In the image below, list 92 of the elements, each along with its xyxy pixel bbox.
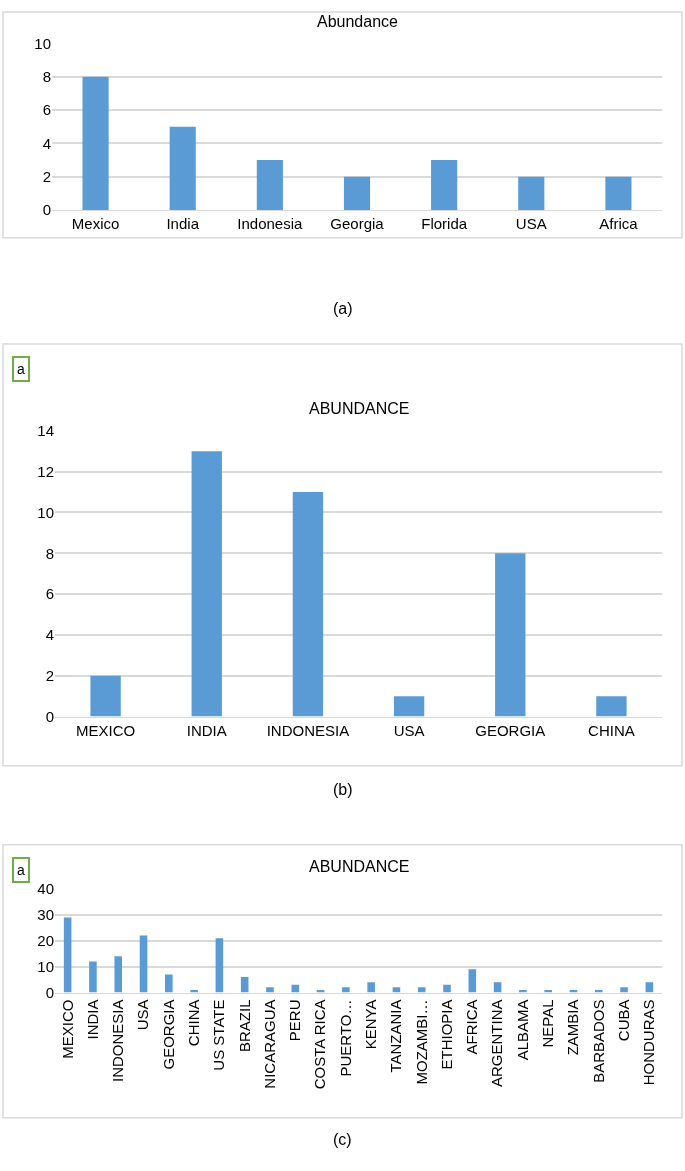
text: a bbox=[17, 862, 25, 878]
y-tick-label: 10 bbox=[34, 34, 51, 52]
bar bbox=[292, 492, 324, 717]
text: a bbox=[17, 361, 25, 377]
bar bbox=[89, 961, 97, 993]
x-tick-label: Florida bbox=[421, 215, 468, 233]
x-tick-label: AFRICA bbox=[463, 999, 481, 1055]
bar bbox=[495, 553, 526, 717]
bar bbox=[605, 176, 632, 211]
y-tick-label: 6 bbox=[42, 101, 51, 119]
x-tick-label: INDIA bbox=[186, 721, 227, 739]
y-tick-label: 14 bbox=[37, 422, 54, 440]
bar bbox=[165, 974, 173, 993]
x-tick-label: INDONESIA bbox=[109, 999, 127, 1083]
bar bbox=[343, 176, 371, 211]
x-tick-label: US STATE bbox=[210, 999, 228, 1071]
x-tick-label: ETHIOPIA bbox=[437, 999, 455, 1070]
bar bbox=[256, 160, 283, 211]
x-tick-label: NEPAL bbox=[539, 999, 557, 1048]
x-tick-label: CUBA bbox=[614, 999, 632, 1042]
x-tick-label: KENYA bbox=[362, 999, 380, 1050]
x-tick-label: Indonesia bbox=[237, 215, 304, 233]
bar bbox=[468, 969, 477, 993]
bar bbox=[169, 126, 196, 211]
bar bbox=[392, 987, 401, 993]
x-tick-label: MEXICO bbox=[58, 999, 76, 1059]
y-tick-label: 10 bbox=[37, 957, 54, 975]
y-tick-label: 4 bbox=[45, 626, 54, 644]
x-tick-label: BRAZIL bbox=[235, 999, 253, 1053]
x-tick-label: GEORGIA bbox=[159, 999, 177, 1070]
y-tick-label: 2 bbox=[45, 667, 54, 684]
x-tick-label: India bbox=[166, 215, 200, 233]
bar bbox=[443, 984, 451, 993]
bar bbox=[367, 982, 375, 993]
bar bbox=[342, 987, 350, 993]
x-tick-label: ARGENTINA bbox=[488, 999, 506, 1088]
bar bbox=[431, 160, 458, 211]
y-tick-label: 2 bbox=[42, 167, 51, 185]
x-tick-label: HONDURAS bbox=[640, 999, 658, 1086]
y-tick-label: 30 bbox=[37, 906, 54, 924]
x-tick-label: NICARAGUA bbox=[260, 999, 278, 1089]
bar bbox=[215, 938, 224, 993]
bar bbox=[417, 987, 426, 993]
x-tick-label: Georgia bbox=[330, 215, 385, 233]
x-tick-label: USA bbox=[393, 721, 425, 739]
x-tick-label: PERU bbox=[286, 999, 304, 1042]
x-tick-label: MEXICO bbox=[75, 721, 136, 739]
y-tick-label: 40 bbox=[37, 880, 54, 898]
text: (a) bbox=[333, 300, 353, 317]
x-tick-label: CHINA bbox=[184, 999, 202, 1047]
x-tick-label: GEORGIA bbox=[475, 721, 546, 739]
bar bbox=[393, 696, 425, 717]
bar bbox=[620, 987, 628, 993]
x-tick-label: INDONESIA bbox=[266, 721, 350, 739]
x-tick-label: USA bbox=[515, 215, 547, 233]
x-tick-label: PUERTO… bbox=[336, 999, 354, 1077]
y-tick-label: 0 bbox=[45, 707, 54, 725]
x-tick-label: ALBAMA bbox=[513, 999, 531, 1061]
bar bbox=[291, 984, 300, 993]
bar bbox=[266, 987, 274, 993]
x-tick-label: Mexico bbox=[71, 215, 120, 233]
y-tick-label: 10 bbox=[37, 503, 54, 521]
bar bbox=[82, 76, 109, 211]
bar bbox=[114, 956, 123, 993]
chart-title: ABUNDANCE bbox=[309, 400, 410, 417]
bar bbox=[139, 935, 148, 993]
x-tick-label: USA bbox=[134, 999, 152, 1031]
y-tick-label: 8 bbox=[45, 544, 54, 562]
text: (c) bbox=[333, 1131, 352, 1148]
x-tick-label: COSTA RICA bbox=[311, 999, 329, 1090]
y-tick-label: 20 bbox=[37, 932, 54, 950]
bar bbox=[63, 917, 72, 993]
x-tick-label: ZAMBIA bbox=[564, 999, 582, 1056]
bar bbox=[596, 696, 627, 717]
bar bbox=[191, 451, 222, 717]
x-tick-label: Africa bbox=[599, 215, 639, 233]
bar bbox=[90, 675, 121, 717]
bar bbox=[518, 176, 545, 211]
x-tick-label: CHINA bbox=[588, 721, 635, 739]
y-tick-label: 12 bbox=[37, 462, 54, 480]
x-tick-label: BARBADOS bbox=[589, 999, 607, 1083]
y-tick-label: 8 bbox=[42, 68, 51, 86]
x-tick-label: INDIA bbox=[83, 999, 101, 1040]
x-tick-label: MOZAMBI… bbox=[412, 999, 430, 1085]
chart-title: Abundance bbox=[317, 13, 399, 30]
y-tick-label: 0 bbox=[42, 201, 51, 219]
x-tick-label: TANZANIA bbox=[387, 999, 405, 1073]
chart-title: ABUNDANCE bbox=[309, 858, 410, 875]
y-tick-label: 4 bbox=[42, 134, 51, 152]
y-tick-label: 6 bbox=[45, 585, 54, 603]
y-tick-label: 0 bbox=[45, 983, 54, 1001]
text: (b) bbox=[333, 781, 353, 798]
